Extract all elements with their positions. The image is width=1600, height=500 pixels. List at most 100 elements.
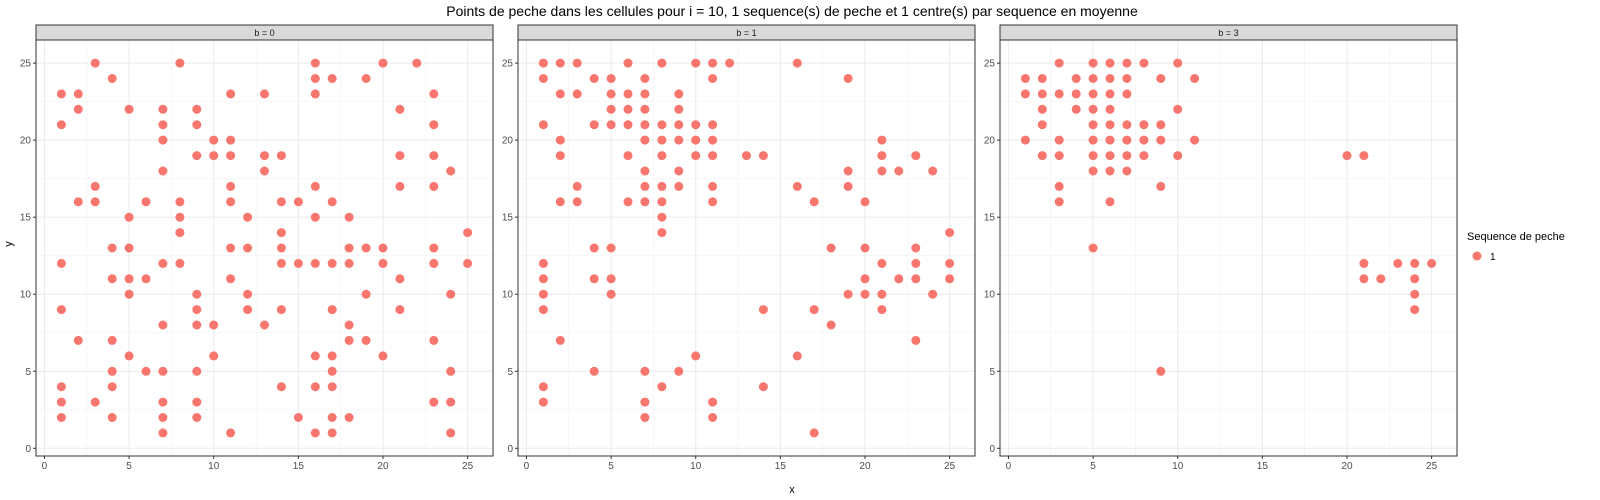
data-point <box>1054 89 1064 99</box>
data-point <box>276 243 286 253</box>
data-point <box>1376 274 1386 284</box>
data-point <box>124 289 134 299</box>
data-point <box>327 382 337 392</box>
data-point <box>1020 89 1030 99</box>
data-point <box>124 104 134 114</box>
data-point <box>1342 151 1352 161</box>
data-point <box>327 197 337 207</box>
data-point <box>555 89 565 99</box>
data-point <box>657 382 667 392</box>
data-point <box>276 228 286 238</box>
data-point <box>623 197 633 207</box>
data-point <box>310 212 320 222</box>
data-point <box>691 351 701 361</box>
data-point <box>606 289 616 299</box>
data-point <box>209 135 219 145</box>
data-point <box>555 197 565 207</box>
data-point <box>1054 197 1064 207</box>
data-point <box>708 120 718 130</box>
data-point <box>1088 74 1098 83</box>
data-point <box>226 197 236 207</box>
data-point <box>90 58 100 68</box>
legend-key-point <box>1472 251 1482 261</box>
x-tick-label: 15 <box>1257 461 1269 472</box>
data-point <box>446 397 456 407</box>
data-point <box>809 428 819 438</box>
data-point <box>327 258 337 268</box>
data-point <box>555 335 565 345</box>
data-point <box>226 181 236 191</box>
data-point <box>158 428 168 438</box>
data-point <box>56 120 66 130</box>
data-point <box>860 274 870 284</box>
data-point <box>691 120 701 130</box>
data-point <box>657 151 667 161</box>
data-point <box>657 120 667 130</box>
data-point <box>378 58 388 68</box>
x-tick-label: 0 <box>524 461 530 472</box>
data-point <box>606 89 616 99</box>
panel-background <box>518 40 975 456</box>
facet-strip-label: b = 0 <box>254 28 274 38</box>
data-point <box>1037 74 1047 83</box>
data-point <box>657 197 667 207</box>
x-axis-title: x <box>789 484 795 496</box>
data-point <box>1054 181 1064 191</box>
data-point <box>640 413 650 422</box>
y-tick-label: 5 <box>25 367 31 378</box>
data-point <box>310 258 320 268</box>
data-point <box>226 428 236 438</box>
x-tick-label: 0 <box>42 461 48 472</box>
data-point <box>73 197 83 207</box>
data-point <box>276 305 286 315</box>
data-point <box>226 243 236 253</box>
y-tick-label: 10 <box>20 290 32 301</box>
data-point <box>192 397 202 407</box>
data-point <box>361 335 371 345</box>
panel-border <box>517 39 976 457</box>
data-point <box>1071 104 1081 114</box>
x-tick-label: 20 <box>859 461 871 472</box>
x-tick-label: 5 <box>126 461 132 472</box>
data-point <box>657 228 667 238</box>
data-point <box>1359 258 1369 268</box>
data-point <box>1054 135 1064 145</box>
data-point <box>657 181 667 191</box>
data-point <box>175 212 185 222</box>
data-point <box>640 89 650 99</box>
facet-panel: b = 3 0 5 10 15 20 25 0 5 10 15 20 25 <box>984 24 1458 472</box>
panel-background <box>1000 40 1457 456</box>
data-point <box>843 74 853 83</box>
data-point <box>395 181 405 191</box>
data-point <box>243 212 253 222</box>
data-point <box>361 74 371 83</box>
data-point <box>623 58 633 68</box>
data-point <box>293 413 303 422</box>
data-point <box>1139 58 1149 68</box>
data-point <box>623 120 633 130</box>
data-point <box>538 382 548 392</box>
data-point <box>623 151 633 161</box>
data-point <box>412 58 422 68</box>
data-point <box>73 89 83 99</box>
data-point <box>446 289 456 299</box>
data-point <box>395 305 405 315</box>
data-point <box>843 181 853 191</box>
data-point <box>310 58 320 68</box>
data-point <box>175 228 185 238</box>
data-point <box>429 335 439 345</box>
data-point <box>792 181 802 191</box>
data-point <box>395 274 405 284</box>
data-point <box>725 58 735 68</box>
data-point <box>327 74 337 83</box>
data-point <box>56 258 66 268</box>
legend: Sequence de peche 1 <box>1467 231 1565 263</box>
data-point <box>708 74 718 83</box>
data-point <box>657 58 667 68</box>
data-point <box>107 74 117 83</box>
data-point <box>1088 120 1098 130</box>
y-tick-label: 5 <box>989 367 995 378</box>
data-point <box>1156 366 1166 376</box>
data-point <box>1037 151 1047 161</box>
